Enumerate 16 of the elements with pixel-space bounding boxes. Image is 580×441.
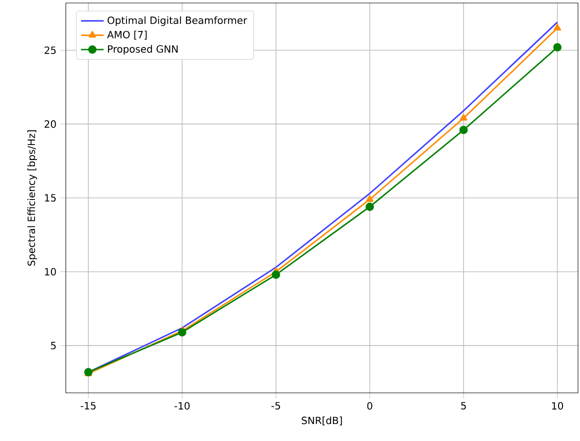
x-tick-label: -10: [174, 402, 190, 410]
y-tick-label: 10: [45, 268, 56, 276]
legend-label: AMO [7]: [107, 30, 147, 40]
x-axis-title: SNR[dB]: [302, 416, 342, 426]
x-tick-label: 0: [367, 402, 372, 410]
legend-label: Proposed GNN: [108, 45, 178, 55]
x-tick-label: -5: [271, 402, 280, 410]
legend-label: Optimal Digital Beamformer: [108, 16, 248, 26]
y-tick-label: 20: [44, 120, 56, 128]
x-tick-label: 5: [461, 402, 466, 410]
y-tick-label: 25: [44, 46, 56, 54]
y-tick-label: 5: [51, 342, 56, 350]
y-tick-label: 15: [45, 194, 56, 202]
x-tick-label: -15: [80, 402, 96, 410]
y-axis-title: Spectral Efficiency [bps/Hz]: [27, 130, 38, 266]
x-tick-label: 10: [552, 402, 564, 410]
